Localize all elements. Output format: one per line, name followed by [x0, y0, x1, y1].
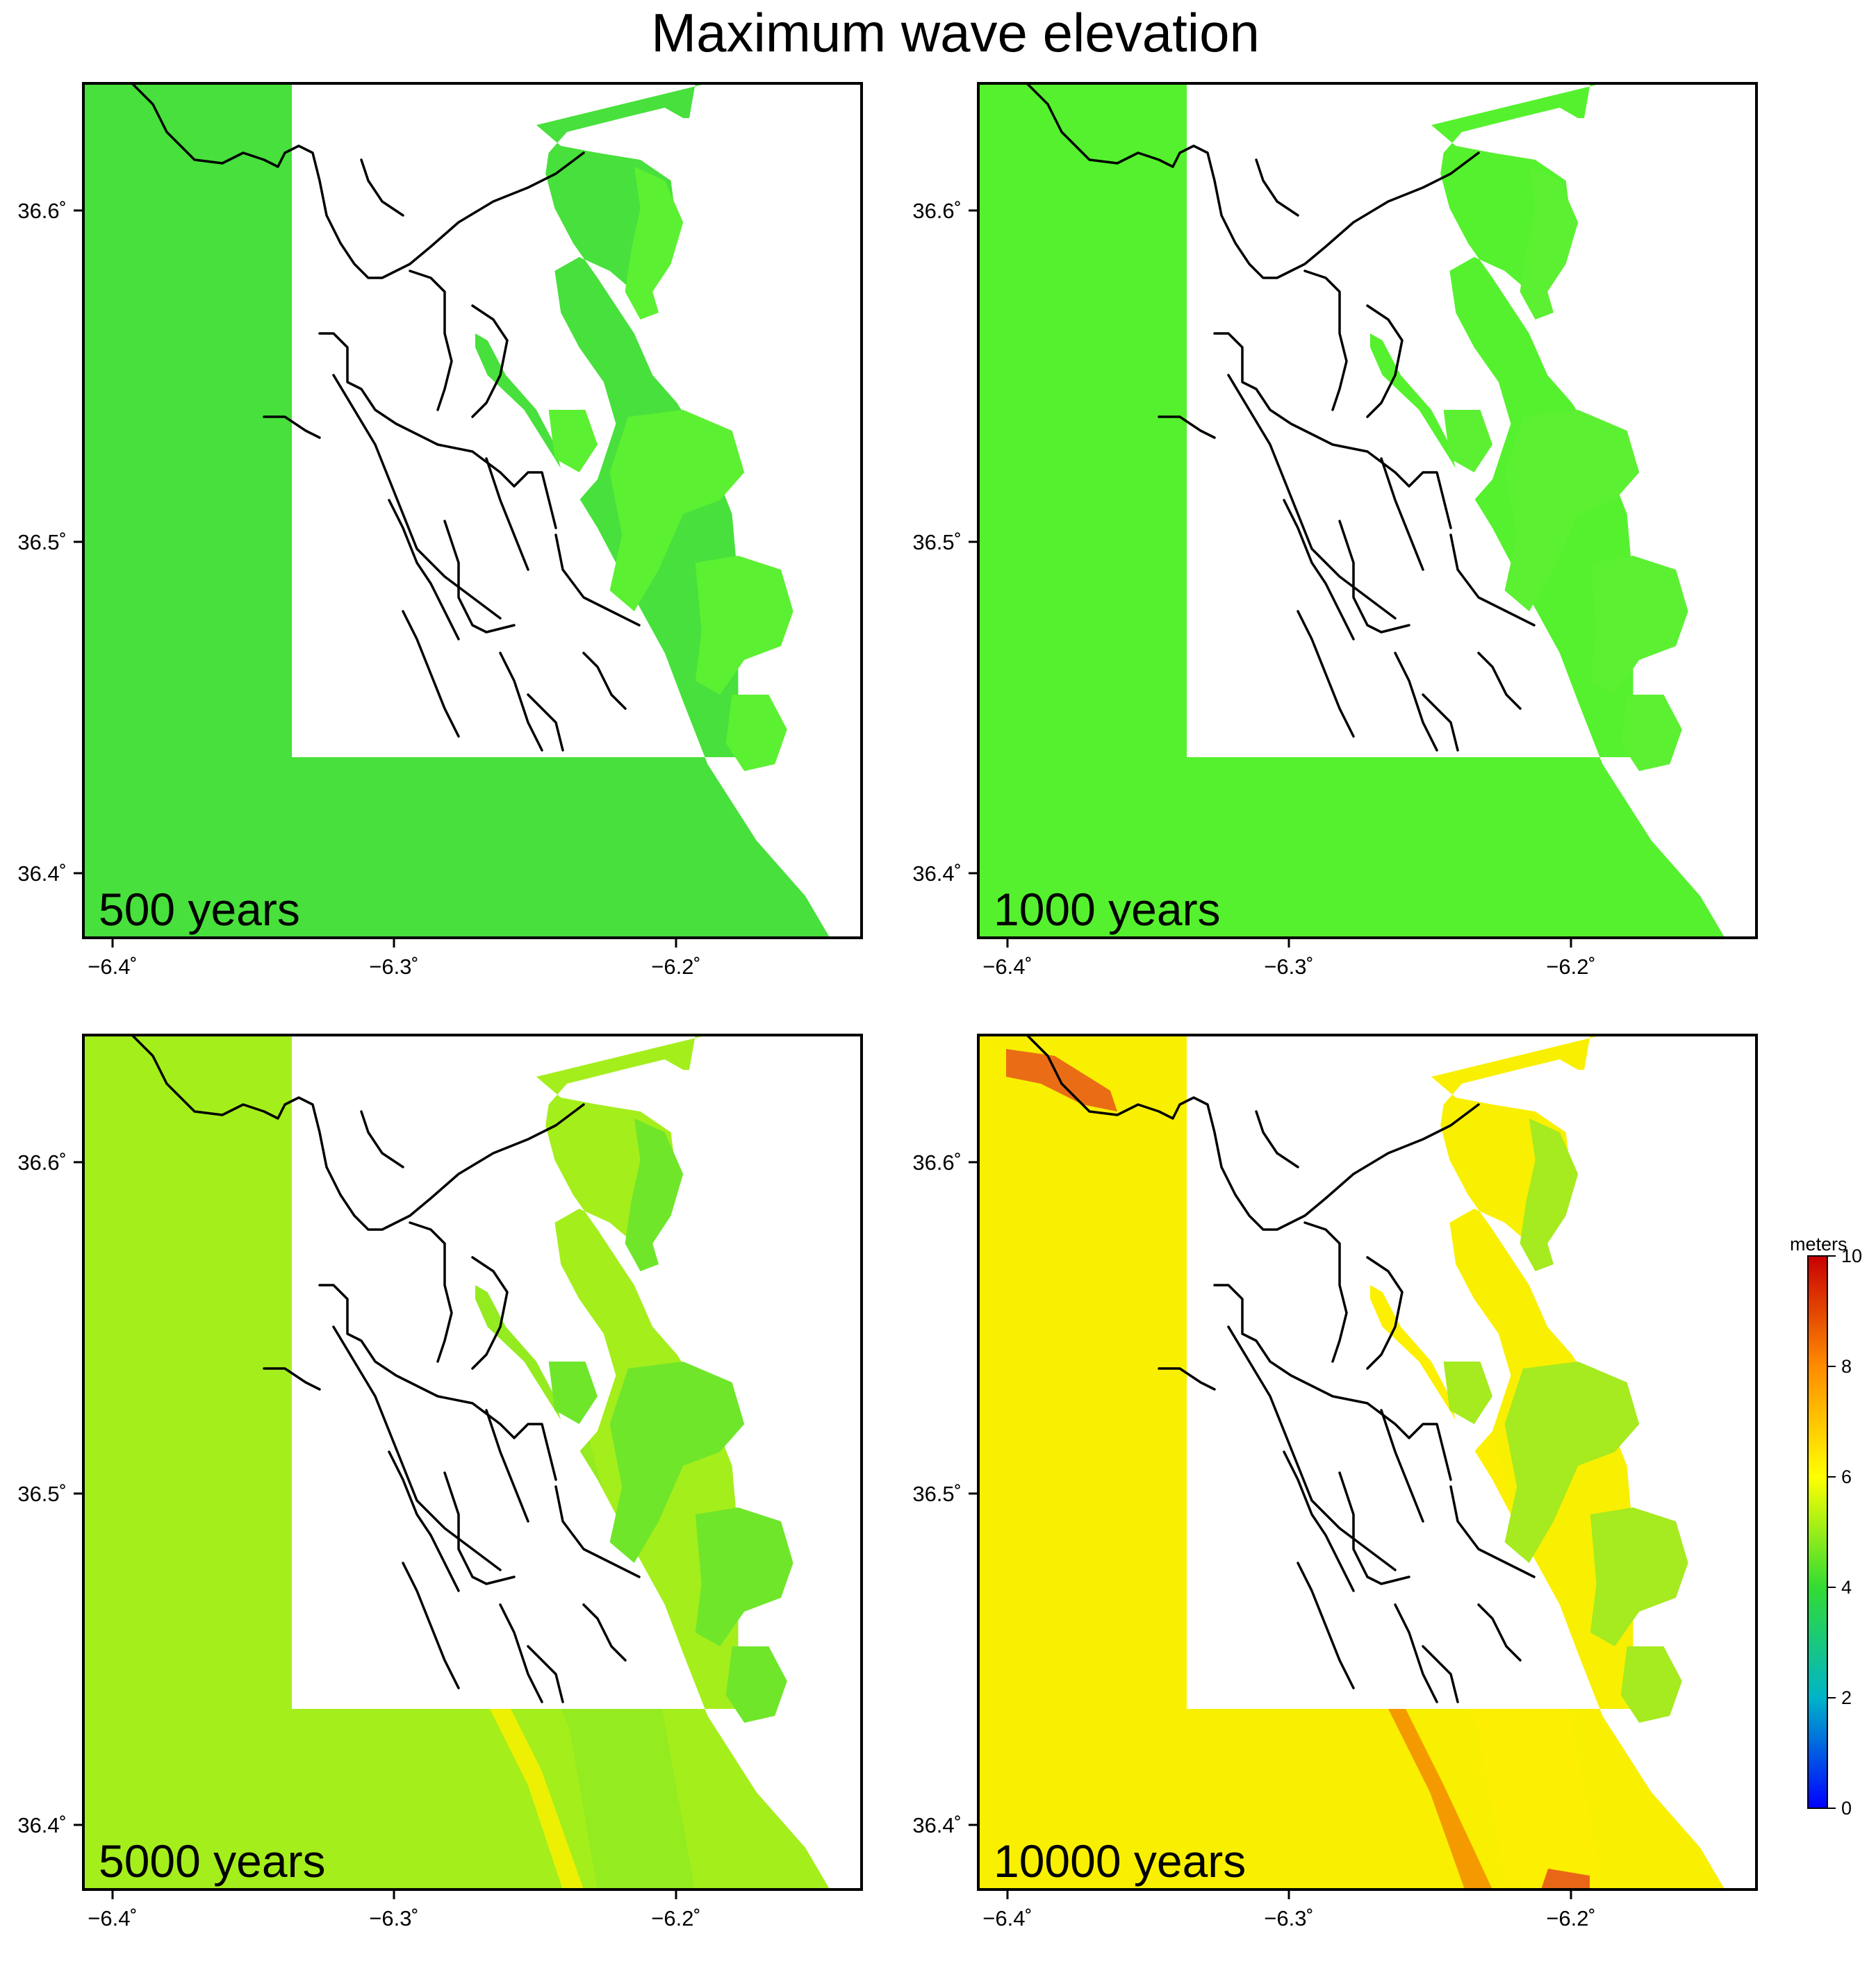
colorbar-label: meters	[1790, 1234, 1848, 1255]
colorbar: meters 0 2 4 6 8 10	[1790, 1234, 1862, 1819]
colorbar-tick-label: 6	[1841, 1466, 1852, 1487]
map-panel-500-years: −6.4˚ −6.3˚ −6.2˚ 36.6˚ 36.5˚ 36.4˚ 500 year…	[17, 82, 977, 979]
x-ticks: −6.4˚ −6.3˚ −6.2˚	[88, 938, 701, 979]
x-tick-label: −6.4˚	[88, 954, 138, 979]
map-panel-5000-years: −6.4˚ −6.3˚ −6.2˚ 36.6˚ 36.5˚ 36.4˚ 5000 yea…	[17, 1034, 977, 1930]
colorbar-tick-label: 4	[1841, 1577, 1852, 1598]
y-ticks: 36.6˚ 36.5˚ 36.4˚	[912, 199, 978, 886]
x-ticks: −6.4˚ −6.3˚ −6.2˚	[982, 1890, 1596, 1930]
x-tick-label: −6.3˚	[369, 1906, 419, 1930]
scenario-label: 5000 years	[99, 1835, 326, 1887]
x-tick-label: −6.3˚	[369, 954, 419, 979]
y-tick-label: 36.4˚	[17, 1813, 67, 1837]
map-panel-1000-years: −6.4˚ −6.3˚ −6.2˚ 36.6˚ 36.5˚ 36.4˚ 1000 yea…	[912, 82, 1872, 979]
panel-frame	[82, 82, 863, 939]
x-ticks: −6.4˚ −6.3˚ −6.2˚	[88, 1890, 701, 1930]
map-panel-10000-years: −6.4˚ −6.3˚ −6.2˚ 36.6˚ 36.5˚ 36.4˚ 10000 ye…	[912, 1034, 1872, 1930]
x-tick-label: −6.2˚	[651, 954, 701, 979]
x-tick-label: −6.2˚	[1546, 954, 1596, 979]
colorbar-tick-label: 8	[1841, 1356, 1852, 1377]
y-tick-label: 36.5˚	[912, 1482, 962, 1506]
panel-frame	[82, 1034, 863, 1891]
panel-frame	[977, 1034, 1758, 1891]
y-tick-label: 36.6˚	[912, 1150, 962, 1175]
x-tick-label: −6.4˚	[88, 1906, 138, 1930]
x-tick-label: −6.2˚	[1546, 1906, 1596, 1930]
x-tick-label: −6.2˚	[651, 1906, 701, 1930]
x-tick-label: −6.4˚	[982, 1906, 1032, 1930]
y-tick-label: 36.6˚	[912, 199, 962, 223]
y-tick-label: 36.5˚	[912, 530, 962, 554]
wave-hotspot	[1541, 1869, 1590, 1890]
x-tick-label: −6.4˚	[982, 954, 1032, 979]
x-tick-label: −6.3˚	[1264, 954, 1314, 979]
x-ticks: −6.4˚ −6.3˚ −6.2˚	[982, 938, 1596, 979]
y-ticks: 36.6˚ 36.5˚ 36.4˚	[912, 1150, 978, 1837]
y-ticks: 36.6˚ 36.5˚ 36.4˚	[17, 1150, 83, 1837]
colorbar-tick-label: 2	[1841, 1687, 1852, 1708]
colorbar-ramp	[1807, 1255, 1828, 1809]
x-tick-label: −6.3˚	[1264, 1906, 1314, 1930]
y-tick-label: 36.5˚	[17, 1482, 67, 1506]
y-tick-label: 36.4˚	[17, 861, 67, 886]
panel-frame	[977, 82, 1758, 939]
scenario-label: 10000 years	[994, 1835, 1246, 1887]
colorbar-ticks: 0 2 4 6 8 10	[1827, 1246, 1862, 1819]
y-tick-label: 36.6˚	[17, 1150, 67, 1175]
y-ticks: 36.6˚ 36.5˚ 36.4˚	[17, 199, 83, 886]
y-tick-label: 36.6˚	[17, 199, 67, 223]
scenario-label: 500 years	[99, 884, 300, 935]
y-tick-label: 36.4˚	[912, 861, 962, 886]
wave-hotspot	[1006, 1049, 1117, 1111]
colorbar-tick-label: 10	[1841, 1246, 1862, 1266]
y-tick-label: 36.4˚	[912, 1813, 962, 1837]
figure-title: Maximum wave elevation	[651, 2, 1260, 63]
colorbar-tick-label: 0	[1841, 1798, 1852, 1819]
y-tick-label: 36.5˚	[17, 530, 67, 554]
scenario-label: 1000 years	[994, 884, 1221, 935]
